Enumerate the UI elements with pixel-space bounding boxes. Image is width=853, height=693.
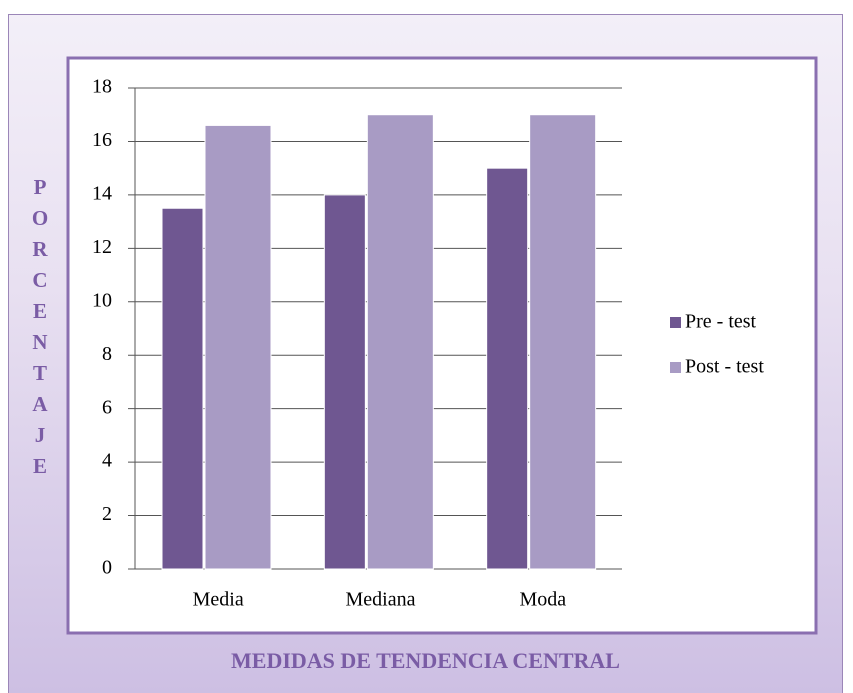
bar [161,207,204,570]
legend-label: Post - test [685,356,764,378]
legend-swatch [670,362,681,373]
legend-label: Pre - test [685,311,757,333]
y-tick-label: 14 [92,182,112,204]
x-axis-label: MEDIDAS DE TENDENCIA CENTRAL [231,648,620,673]
y-tick-label: 0 [102,557,112,579]
x-tick-label: Media [193,589,244,611]
y-tick-label: 18 [92,76,112,98]
y-axis-label: PORCENTAJE [28,175,52,485]
bar [486,167,529,570]
y-tick-label: 4 [102,450,112,472]
x-tick-label: Mediana [346,589,416,611]
y-tick-label: 2 [102,503,112,525]
y-tick-label: 12 [92,236,112,258]
bar [529,114,597,570]
bar [366,114,434,570]
bar [204,124,272,570]
y-tick-label: 8 [102,343,112,365]
legend-swatch [670,317,681,328]
bar [323,194,366,570]
x-tick-label: Moda [519,589,566,611]
y-tick-label: 16 [92,129,112,151]
y-tick-label: 10 [92,289,112,311]
y-tick-label: 6 [102,396,112,418]
